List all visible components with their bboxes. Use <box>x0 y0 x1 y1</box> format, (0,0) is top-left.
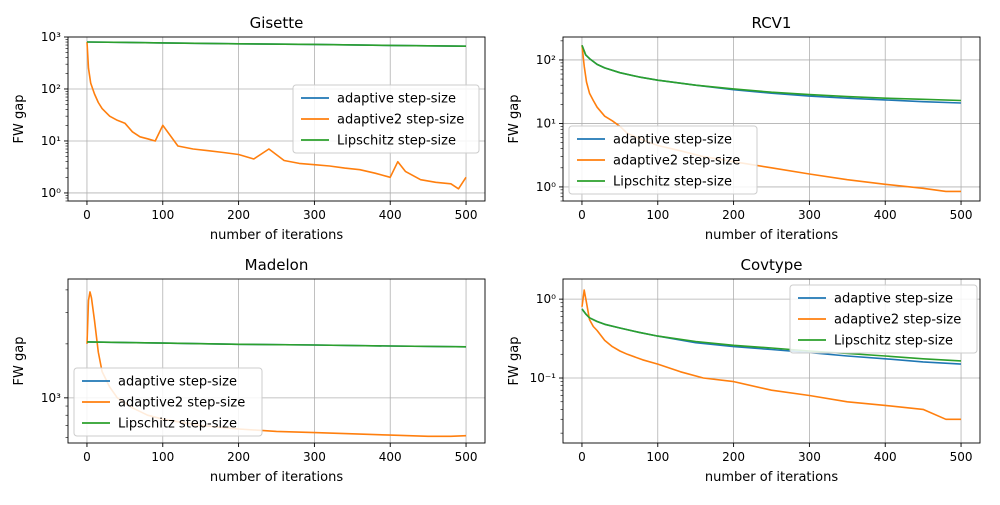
x-tick-label: 300 <box>303 450 326 464</box>
plot-frame <box>67 278 486 444</box>
y-tick-label: 10³ <box>41 30 61 44</box>
y-tick-label: 10⁻¹ <box>530 371 557 385</box>
series-line-0 <box>581 45 962 104</box>
legend-label-1: adaptive2 step-size <box>613 154 740 169</box>
y-tick-label: 10² <box>536 53 556 67</box>
y-tick-label: 10² <box>41 82 61 96</box>
x-axis-label: number of iterations <box>210 228 343 243</box>
y-axis-label: FW gap <box>12 337 27 386</box>
x-axis-label: number of iterations <box>705 228 838 243</box>
y-tick-label: 10³ <box>41 391 61 405</box>
legend-label-1: adaptive2 step-size <box>337 113 464 128</box>
legend: adaptive step-size adaptive2 step-size Lip… <box>292 84 480 154</box>
x-tick-label: 200 <box>722 208 745 222</box>
x-tick-label: 400 <box>874 450 897 464</box>
legend-label-0: adaptive step-size <box>613 133 732 148</box>
x-tick-label: 0 <box>83 450 91 464</box>
x-tick-label: 500 <box>455 208 478 222</box>
series-line-1 <box>86 41 467 190</box>
legend-label-0: adaptive step-size <box>834 292 953 307</box>
series-line-2 <box>86 341 467 348</box>
x-tick-label: 500 <box>455 450 478 464</box>
series-line-1 <box>581 289 961 421</box>
x-tick-label: 100 <box>646 208 669 222</box>
chart-title: Gisette <box>250 14 304 32</box>
x-tick-label: 200 <box>227 450 250 464</box>
x-tick-label: 400 <box>874 208 897 222</box>
plot-frame <box>67 36 486 202</box>
y-axis-label: FW gap <box>507 95 522 144</box>
legend-label-0: adaptive step-size <box>118 375 237 390</box>
x-tick-label: 300 <box>798 450 821 464</box>
y-tick-label: 10¹ <box>41 134 61 148</box>
y-tick-label: 10⁰ <box>536 292 556 306</box>
x-tick-label: 0 <box>83 208 91 222</box>
x-tick-label: 300 <box>798 208 821 222</box>
legend: adaptive step-size adaptive2 step-size Lip… <box>568 125 758 195</box>
x-tick-label: 400 <box>379 208 402 222</box>
series-line-2 <box>581 45 962 102</box>
legend-label-2: Lipschitz step-size <box>613 175 732 190</box>
chart-panel-0: 0 100 200 300 400 500 10⁰ 10¹ 10² 10³ Gisette numbe… <box>12 14 486 243</box>
plot-frame <box>562 36 981 202</box>
legend-label-0: adaptive step-size <box>337 92 456 107</box>
x-tick-label: 400 <box>379 450 402 464</box>
legend: adaptive step-size adaptive2 step-size Lip… <box>73 367 263 437</box>
series-line-2 <box>581 308 962 362</box>
legend: adaptive step-size adaptive2 step-size Lip… <box>789 284 978 354</box>
y-tick-label: 10⁰ <box>41 186 61 200</box>
legend-box <box>292 84 480 154</box>
x-axis-label: number of iterations <box>705 470 838 485</box>
chart-title: Covtype <box>740 256 802 274</box>
x-tick-label: 200 <box>722 450 745 464</box>
y-tick-label: 10¹ <box>536 116 556 130</box>
x-tick-label: 0 <box>578 208 586 222</box>
x-tick-label: 300 <box>303 208 326 222</box>
x-tick-label: 500 <box>950 208 973 222</box>
x-tick-label: 100 <box>151 450 174 464</box>
x-axis-label: number of iterations <box>210 470 343 485</box>
x-tick-label: 0 <box>578 450 586 464</box>
legend-label-1: adaptive2 step-size <box>118 396 245 411</box>
chart-panel-1: 0 100 200 300 400 500 10⁰ 10¹ 10² RCV1 number of i… <box>507 14 981 243</box>
legend-label-2: Lipschitz step-size <box>337 134 456 149</box>
x-tick-label: 100 <box>151 208 174 222</box>
chart-panel-3: 0 100 200 300 400 500 10⁻¹ 10⁰ Covtype number of … <box>507 256 981 485</box>
y-axis-label: FW gap <box>12 95 27 144</box>
legend-box <box>789 284 978 354</box>
series-line-2 <box>86 41 467 47</box>
x-tick-label: 100 <box>646 450 669 464</box>
legend-label-1: adaptive2 step-size <box>834 313 961 328</box>
chart-title: Madelon <box>245 256 309 274</box>
chart-title: RCV1 <box>752 14 792 32</box>
legend-box <box>73 367 263 437</box>
legend-box <box>568 125 758 195</box>
legend-label-2: Lipschitz step-size <box>118 417 237 432</box>
legend-label-2: Lipschitz step-size <box>834 334 953 349</box>
x-tick-label: 500 <box>950 450 973 464</box>
chart-panel-2: 0 100 200 300 400 500 10³ Madelon number of iter… <box>12 256 486 485</box>
y-tick-label: 10⁰ <box>536 180 556 194</box>
plot-frame <box>562 278 981 444</box>
y-axis-label: FW gap <box>507 337 522 386</box>
x-tick-label: 200 <box>227 208 250 222</box>
